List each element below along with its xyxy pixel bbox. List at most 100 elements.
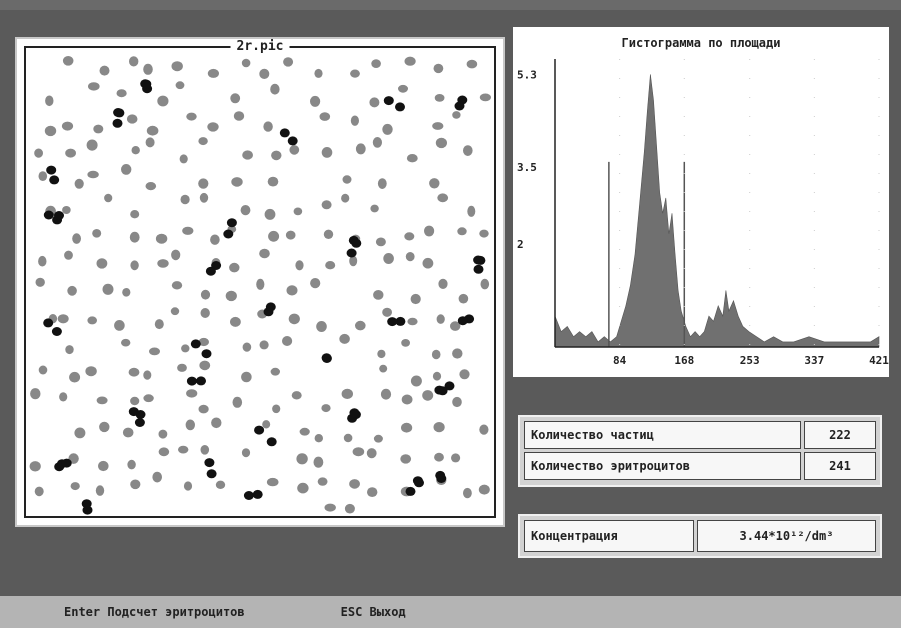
gray-cell bbox=[270, 367, 280, 376]
gray-cell bbox=[325, 261, 336, 270]
gray-cell bbox=[268, 230, 280, 242]
gray-cell bbox=[65, 345, 74, 355]
gray-cell bbox=[478, 484, 490, 495]
gray-cell bbox=[230, 93, 241, 104]
gray-cell bbox=[267, 176, 279, 187]
gray-cell bbox=[434, 452, 444, 462]
gray-cell bbox=[178, 445, 189, 454]
gray-cell bbox=[310, 278, 321, 289]
gray-cell bbox=[200, 308, 210, 318]
black-cell bbox=[414, 478, 424, 488]
gray-cell bbox=[85, 366, 97, 377]
gray-cell bbox=[259, 340, 269, 350]
gray-cell bbox=[324, 503, 336, 512]
gray-cell bbox=[343, 433, 353, 443]
gray-cell bbox=[297, 482, 309, 494]
histogram-area bbox=[554, 74, 880, 348]
gray-cell bbox=[171, 61, 183, 72]
particles-label: Количество частиц bbox=[524, 421, 801, 449]
gray-cell bbox=[262, 420, 271, 429]
gray-cell bbox=[38, 171, 48, 181]
gray-cell bbox=[233, 111, 245, 121]
gray-cell bbox=[129, 231, 140, 243]
gray-cell bbox=[229, 262, 240, 273]
gray-cell bbox=[435, 137, 447, 149]
gray-cell bbox=[371, 59, 381, 68]
gray-cell bbox=[382, 123, 393, 135]
gray-cell bbox=[154, 319, 164, 330]
gray-cell bbox=[180, 194, 190, 205]
gray-cell bbox=[350, 69, 360, 78]
gray-cell bbox=[232, 396, 243, 408]
x-tick-label-5: 421 bbox=[869, 354, 889, 367]
gray-cell bbox=[289, 145, 300, 155]
gray-cell bbox=[314, 68, 323, 78]
gray-cell bbox=[314, 434, 323, 443]
gray-cell bbox=[372, 137, 382, 148]
gray-cell bbox=[127, 459, 136, 470]
gray-cell bbox=[401, 422, 413, 433]
gray-cell bbox=[104, 193, 113, 203]
gray-cell bbox=[129, 56, 139, 67]
window-top-strip bbox=[0, 0, 901, 10]
concentration-value: 3.44*10¹²/dm³ bbox=[697, 520, 876, 552]
gray-cell bbox=[437, 193, 449, 203]
gray-cell bbox=[67, 285, 77, 296]
gray-cell bbox=[121, 164, 132, 175]
gray-cell bbox=[34, 148, 43, 158]
gray-cell bbox=[286, 285, 298, 296]
black-cell bbox=[46, 165, 57, 175]
esc-exit-action[interactable]: ESC Выход bbox=[340, 605, 406, 619]
gray-cell bbox=[93, 124, 104, 134]
black-cell bbox=[141, 79, 152, 89]
black-cell bbox=[387, 317, 398, 327]
gray-cell bbox=[432, 122, 444, 130]
gray-cell bbox=[241, 448, 251, 458]
gray-cell bbox=[146, 125, 159, 136]
gray-cell bbox=[186, 389, 198, 398]
gray-cell bbox=[95, 485, 105, 496]
histogram-chart: Гистограмма по площади 84 168 253 337 421 2 3.… bbox=[517, 36, 889, 367]
gray-cell bbox=[405, 252, 415, 262]
gray-cell bbox=[122, 288, 131, 297]
gray-cell bbox=[182, 226, 194, 235]
gray-cell bbox=[69, 371, 81, 383]
gray-cell bbox=[436, 314, 445, 324]
black-cell bbox=[201, 349, 212, 359]
gray-cell bbox=[373, 434, 383, 443]
gray-cell bbox=[122, 427, 134, 438]
gray-cell bbox=[200, 445, 210, 455]
gray-cell bbox=[288, 313, 300, 325]
gray-cell bbox=[401, 394, 413, 405]
gray-cell bbox=[158, 447, 170, 457]
gray-cell bbox=[225, 290, 237, 302]
gray-cell bbox=[38, 255, 47, 267]
gray-cell bbox=[377, 349, 386, 359]
gray-cell bbox=[313, 456, 324, 468]
gray-cell bbox=[479, 229, 489, 238]
enter-count-action[interactable]: Enter Подсчет эритроцитов bbox=[64, 605, 245, 619]
gray-cell bbox=[61, 121, 74, 131]
black-cell bbox=[383, 96, 394, 106]
gray-cell bbox=[383, 253, 394, 264]
gray-cell bbox=[145, 137, 155, 148]
gray-cell bbox=[350, 115, 359, 126]
black-cell bbox=[134, 418, 145, 427]
black-cell bbox=[346, 248, 357, 258]
erythrocytes-row: Количество эритроцитов 241 bbox=[524, 452, 876, 480]
gray-cell bbox=[143, 370, 152, 380]
gray-cell bbox=[242, 150, 254, 160]
gray-cell bbox=[114, 320, 125, 331]
black-cell bbox=[473, 255, 484, 265]
gray-cell bbox=[382, 307, 392, 317]
gray-cell bbox=[321, 200, 332, 210]
gray-cell bbox=[170, 307, 180, 316]
gray-cell bbox=[121, 338, 131, 347]
gray-cell bbox=[344, 503, 355, 514]
gray-cell bbox=[264, 208, 276, 220]
gray-cell bbox=[29, 461, 41, 472]
gray-cell bbox=[375, 237, 386, 247]
gray-cell bbox=[130, 396, 140, 406]
gray-cell bbox=[321, 147, 333, 158]
gray-cell bbox=[433, 422, 445, 433]
